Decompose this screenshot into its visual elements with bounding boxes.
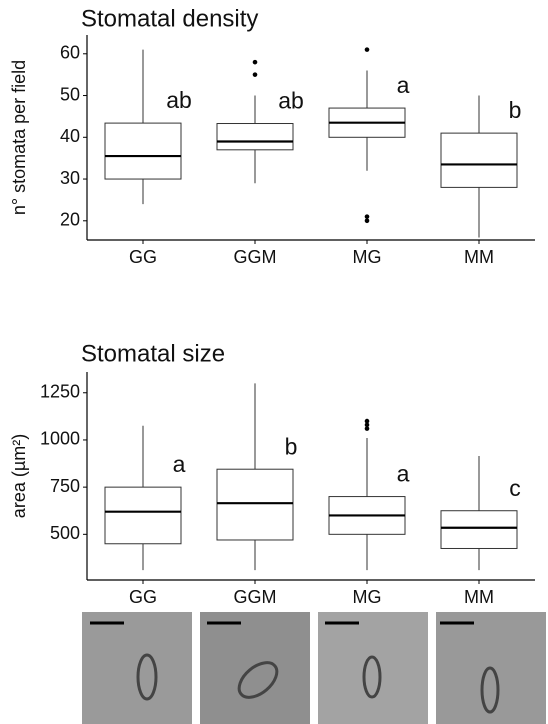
chart-title: Stomatal size	[81, 340, 225, 367]
significance-letter: b	[509, 97, 522, 123]
outlier	[252, 59, 258, 65]
significance-letter: a	[397, 461, 410, 487]
x-tick-label: GG	[129, 247, 157, 267]
outlier	[364, 214, 370, 219]
y-tick-label: 50	[60, 84, 80, 104]
significance-letter: c	[509, 475, 521, 501]
x-tick-label: MG	[353, 247, 382, 267]
outlier	[364, 418, 370, 424]
outlier	[364, 426, 370, 431]
box	[440, 510, 518, 549]
y-tick-label: 30	[60, 168, 80, 188]
stoma	[237, 661, 279, 699]
significance-letter: b	[285, 433, 298, 459]
y-tick-label: 1250	[40, 382, 80, 402]
significance-letter: a	[397, 72, 410, 98]
micrographs	[82, 612, 546, 724]
micrograph	[318, 612, 428, 724]
box	[440, 132, 518, 188]
chart-title: Stomatal density	[81, 5, 258, 32]
box	[104, 122, 182, 180]
significance-letter: a	[173, 451, 186, 477]
outlier	[252, 72, 258, 77]
box	[216, 468, 294, 541]
outlier	[364, 218, 370, 224]
x-tick-label: GGM	[234, 247, 277, 267]
box	[216, 123, 294, 151]
y-tick-label: 750	[50, 476, 80, 496]
outlier	[364, 47, 370, 52]
significance-letter: ab	[278, 88, 304, 114]
x-tick-label: MM	[464, 247, 494, 267]
x-tick-label: MM	[464, 587, 494, 607]
x-tick-label: GG	[129, 587, 157, 607]
y-tick-label: 20	[60, 210, 80, 230]
y-tick-label: 500	[50, 523, 80, 543]
x-tick-label: MG	[353, 587, 382, 607]
stoma	[362, 655, 382, 699]
significance-letter: ab	[166, 87, 192, 113]
y-tick-label: 60	[60, 43, 80, 63]
outlier	[364, 422, 370, 428]
micrograph	[82, 612, 192, 724]
y-tick-label: 40	[60, 126, 80, 146]
y-axis-label: n° stomata per field	[9, 60, 29, 215]
stoma	[136, 653, 158, 701]
x-tick-label: GGM	[234, 587, 277, 607]
box	[104, 486, 182, 545]
y-axis-label: area (µm²)	[9, 434, 29, 518]
y-tick-label: 1000	[40, 429, 80, 449]
stoma	[480, 666, 500, 714]
